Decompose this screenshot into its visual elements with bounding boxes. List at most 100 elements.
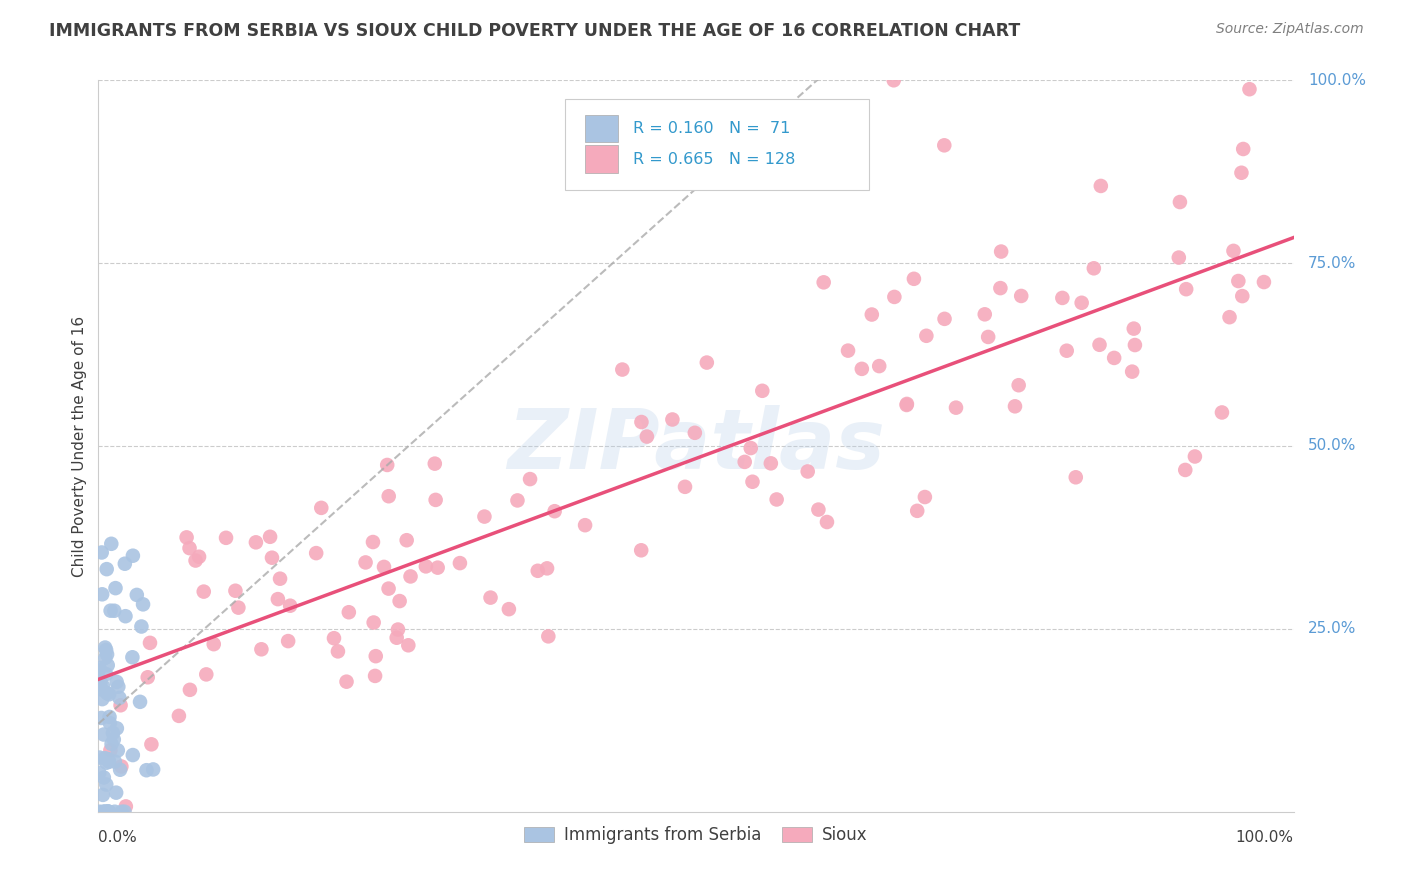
Point (98, 716, 121, 731)
Point (90, 711, 112, 725)
Point (97, 658, 120, 673)
Point (103, 604, 125, 618)
Point (765, 492, 787, 507)
Point (1222, 244, 1244, 258)
Point (93, 771, 115, 785)
Point (1090, 178, 1112, 193)
Point (990, 281, 1012, 295)
Point (630, 543, 652, 558)
Text: 25.0%: 25.0% (1308, 622, 1357, 636)
Point (373, 560, 395, 574)
Point (1008, 378, 1031, 392)
Point (104, 755, 127, 769)
Point (1056, 343, 1078, 358)
Point (114, 609, 136, 624)
Point (479, 591, 502, 605)
Point (97, 805, 120, 819)
Point (364, 669, 387, 683)
Point (96, 562, 118, 576)
Point (90, 682, 112, 697)
Point (807, 502, 830, 516)
Text: 50.0%: 50.0% (1308, 439, 1357, 453)
Point (661, 412, 683, 426)
Point (89, 805, 111, 819)
Point (136, 670, 159, 684)
Point (96, 805, 118, 819)
Point (91, 788, 114, 802)
Point (202, 637, 225, 651)
Point (1230, 166, 1253, 180)
Point (612, 362, 634, 376)
Point (104, 805, 127, 819)
Point (89, 661, 111, 675)
Text: R = 0.160   N =  71: R = 0.160 N = 71 (633, 121, 790, 136)
Point (751, 384, 773, 398)
Point (423, 457, 446, 471)
FancyBboxPatch shape (565, 99, 869, 190)
Point (990, 244, 1012, 259)
Point (1174, 463, 1197, 477)
Point (673, 480, 696, 494)
Point (87, 664, 110, 678)
FancyBboxPatch shape (585, 145, 619, 173)
Point (135, 763, 157, 777)
Point (94, 651, 117, 665)
Point (269, 572, 291, 586)
Point (94, 643, 117, 657)
Point (734, 455, 756, 469)
Point (977, 330, 1000, 344)
Point (415, 559, 437, 574)
Point (89, 673, 111, 687)
Point (1070, 295, 1092, 310)
Text: 0.0%: 0.0% (98, 830, 138, 845)
Text: Source: ZipAtlas.com: Source: ZipAtlas.com (1216, 22, 1364, 37)
Point (851, 362, 873, 376)
Point (96, 778, 118, 792)
Point (395, 533, 418, 548)
Point (132, 598, 155, 612)
Point (335, 674, 357, 689)
Point (114, 799, 136, 814)
Point (103, 732, 125, 747)
Point (1227, 274, 1250, 288)
Point (114, 557, 136, 571)
Point (94, 640, 117, 655)
Text: R = 0.665   N = 128: R = 0.665 N = 128 (633, 152, 794, 167)
Point (93, 727, 115, 741)
Point (868, 359, 890, 373)
Point (326, 644, 349, 658)
Text: ZIPatlas: ZIPatlas (508, 406, 884, 486)
Text: 100.0%: 100.0% (1308, 73, 1365, 87)
Point (96, 686, 118, 700)
Point (537, 629, 560, 643)
Point (107, 680, 129, 694)
Point (260, 550, 283, 565)
Point (1167, 251, 1189, 265)
Point (364, 649, 387, 664)
Point (905, 504, 928, 518)
Point (105, 722, 128, 736)
Point (100, 604, 122, 618)
Point (90, 545, 112, 559)
Point (108, 690, 131, 705)
Point (1064, 470, 1087, 484)
Point (122, 549, 145, 563)
Point (1239, 82, 1261, 96)
Point (536, 561, 558, 575)
Point (361, 535, 384, 549)
Point (363, 615, 385, 630)
Point (630, 415, 652, 429)
Point (259, 530, 281, 544)
Point (1102, 351, 1125, 365)
Y-axis label: Child Poverty Under the Age of 16: Child Poverty Under the Age of 16 (72, 316, 87, 576)
Point (89, 675, 111, 690)
Point (89, 750, 111, 764)
Point (1004, 400, 1026, 414)
Point (396, 638, 419, 652)
Point (110, 759, 132, 773)
Point (215, 531, 238, 545)
Point (914, 490, 936, 504)
Point (107, 743, 129, 757)
Point (387, 623, 409, 637)
Point (193, 584, 215, 599)
